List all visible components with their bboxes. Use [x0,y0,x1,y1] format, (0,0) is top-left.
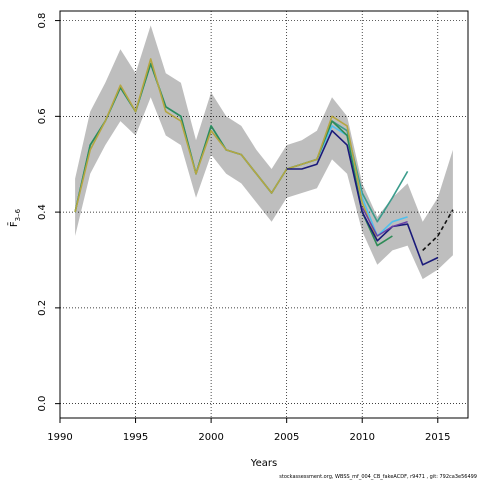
y-axis-title-main: F̄ [7,221,20,227]
x-axis-title: Years [250,458,277,469]
x-tick-label: 2000 [198,432,223,443]
y-axis-title: F̄3–6 [7,208,22,227]
x-tick-label: 2005 [274,432,299,443]
series-line-6 [361,206,408,237]
plot-area [59,11,468,418]
y-tick-label: 0.2 [37,300,48,316]
y-tick-label: 0.4 [37,204,48,220]
footer-note: stockassessment.org, WBSS_mf_004_CB_fake… [279,474,477,480]
series-line-4 [74,58,379,242]
axes: 1990 1995 2000 2005 2010 2015 0.0 0.2 0.4 0.6 0.8 [37,10,469,443]
confidence-band [75,25,453,280]
y-tick-label: 0.0 [37,396,48,412]
x-tick-label: 1995 [123,432,148,443]
x-tick-label: 1990 [47,432,72,443]
y-axis-title-subscript: 3–6 [14,208,22,221]
x-tick-label: 2010 [349,432,374,443]
plot-frame [59,10,469,419]
y-tick-label: 0.6 [37,108,48,124]
series-line-5 [286,129,439,266]
y-tick-label: 0.8 [37,13,48,29]
x-tick-label: 2015 [425,432,450,443]
